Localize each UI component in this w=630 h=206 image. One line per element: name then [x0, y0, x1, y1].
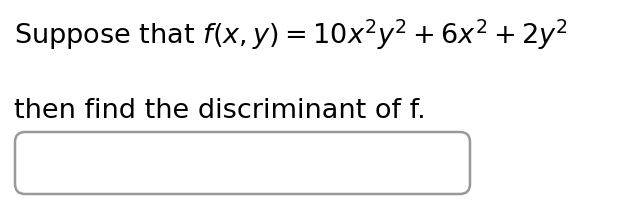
Text: then find the discriminant of f.: then find the discriminant of f. — [14, 97, 426, 123]
FancyBboxPatch shape — [15, 132, 470, 194]
Text: Suppose that $f(x, y) = 10x^2y^2 + 6x^2 + 2y^2$: Suppose that $f(x, y) = 10x^2y^2 + 6x^2 … — [14, 18, 568, 52]
